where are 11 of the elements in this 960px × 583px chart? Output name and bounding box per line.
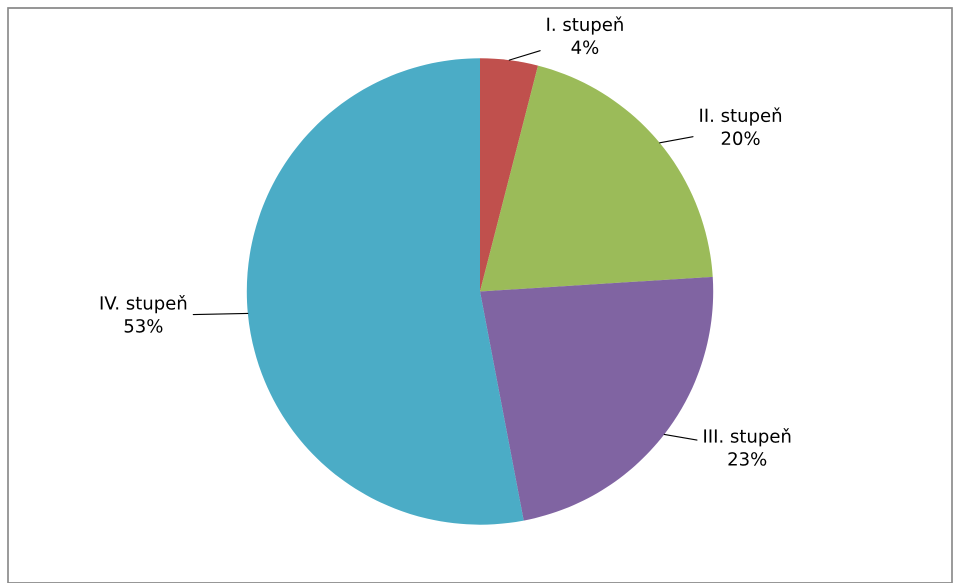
slice-label: IV. stupeň (100, 295, 186, 314)
pie-slice (480, 66, 713, 292)
slice-label: II. stupeň (700, 107, 782, 126)
pie-slice (480, 58, 538, 292)
slice-label: I. stupeň (547, 16, 623, 35)
data-label: 4% (572, 40, 598, 54)
pie-slice (246, 58, 524, 525)
data-label: 23% (728, 452, 766, 466)
data-label: 53% (124, 319, 162, 333)
data-label: 20% (722, 131, 760, 146)
slice-label: III. stupeň (704, 428, 790, 446)
